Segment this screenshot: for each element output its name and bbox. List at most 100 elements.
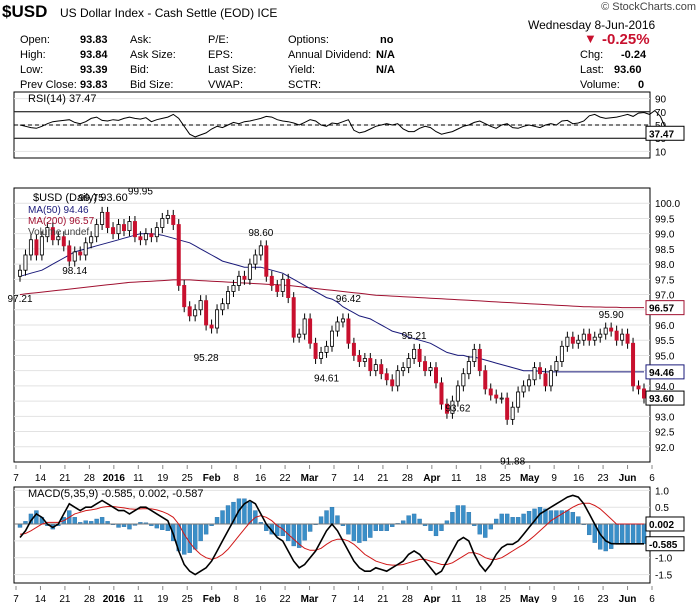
price-tick-label: 93.0 (655, 412, 675, 423)
macd-title: MACD(5,35,9) -0.585, 0.002, -0.587 (28, 488, 203, 500)
price-xaxis-tick-label: 7 (13, 473, 19, 484)
macd-signal-last-tag-box (645, 516, 685, 532)
macd-histogram-bar (641, 523, 647, 545)
candle-body (94, 224, 99, 238)
price-tick-label: 94.0 (655, 382, 675, 393)
low-value: 93.39 (80, 64, 108, 76)
down-arrow-icon: ▼ (584, 31, 597, 46)
macd-histogram-bar (466, 512, 472, 525)
candle-body (543, 373, 548, 387)
macd-histogram-bar (411, 513, 417, 525)
candle-body (308, 318, 313, 344)
candle-body (423, 361, 428, 372)
macd-xaxis-tick-label: 28 (402, 594, 414, 603)
price-xaxis-tick-label: Apr (423, 473, 440, 484)
price-xaxis-tick-label: Feb (203, 473, 221, 484)
rsi-last-tag-box (645, 125, 685, 141)
candle-body (45, 227, 50, 238)
macd-histogram-bar (461, 505, 466, 525)
macd-histogram-bar (603, 523, 608, 552)
symbol: $USD (2, 2, 48, 21)
macd-histogram-bar (521, 513, 526, 525)
macd-xaxis-tick-label: 14 (35, 594, 47, 603)
candle-body (247, 263, 252, 280)
candle-body (291, 297, 296, 338)
macd-histogram-bar (198, 523, 203, 542)
price-tick-label: 92.0 (655, 443, 675, 454)
price-xaxis-tick-label: May (520, 473, 540, 484)
macd-histogram-bar (515, 517, 521, 525)
candle-body (477, 348, 482, 372)
macd-histogram-bar (346, 523, 351, 535)
yield-label: Yield: (288, 64, 316, 76)
macd-tick-label: 1.0 (655, 486, 669, 497)
macd-histogram-bar (477, 523, 482, 535)
macd-xaxis-tick-label: 7 (331, 594, 337, 603)
macd-histogram-bar (17, 523, 23, 528)
candle-body (149, 233, 154, 238)
candle-body (67, 245, 72, 262)
price-annotation: 95.21 (402, 331, 427, 342)
macd-histogram-bar (72, 517, 77, 525)
candle-body (351, 342, 356, 356)
candle-body (603, 327, 608, 335)
macd-histogram-bar (351, 523, 357, 542)
candle-body (346, 318, 351, 344)
candle-body (329, 330, 334, 347)
chg-label: Chg: (580, 49, 604, 61)
candle-body (78, 251, 83, 256)
macd-histogram-bar (587, 523, 592, 536)
macd-signal-last-tag: 0.002 (649, 520, 674, 531)
macd-histogram-bar (494, 518, 499, 525)
candle-body (587, 333, 592, 341)
candle-body (412, 348, 417, 359)
chg-value: -0.24 (621, 49, 647, 61)
macd-histogram-bar (192, 523, 198, 550)
options-label: Options: (288, 34, 329, 46)
candle-body (548, 370, 553, 387)
macd-xaxis-tick-label: 14 (353, 594, 365, 603)
candle-body (417, 348, 422, 362)
rsi-line (19, 109, 678, 138)
price-tick-label: 96.0 (655, 321, 675, 332)
desc-text: US Dollar Index - Cash Settle (EOD) (60, 6, 255, 20)
candle-body (302, 318, 307, 335)
price-xaxis-tick-label: 19 (157, 473, 169, 484)
candle-body (357, 355, 362, 362)
macd-xaxis-tick-label: 8 (233, 594, 239, 603)
candle-body (275, 285, 280, 292)
price-annotation: 97.21 (7, 294, 32, 305)
macd-xaxis-tick-label: 28 (84, 594, 96, 603)
price-annotation: 98.60 (248, 228, 273, 239)
candle-body (581, 333, 586, 341)
bid-label: Bid: (130, 64, 149, 76)
price-annotation: 95.28 (194, 353, 219, 364)
price-annotation: 93.62 (445, 403, 470, 414)
last-value: 93.60 (614, 64, 642, 76)
macd-histogram-bar (329, 507, 335, 525)
macd-xaxis-tick-label: 11 (133, 594, 144, 603)
quote-header: $USD US Dollar Index - Cash Settle (EOD)… (0, 0, 700, 92)
candle-body (335, 321, 340, 332)
macd-histogram-bar (83, 520, 88, 525)
candle-body (609, 327, 614, 332)
macd-histogram-bar (439, 523, 444, 531)
macd-histogram-bar (324, 510, 329, 525)
candle-body (592, 336, 597, 341)
macd-histogram-bar (576, 516, 581, 525)
candle-body (521, 385, 526, 393)
macd-histogram-bar (335, 515, 340, 525)
price-annotation: 94.61 (314, 373, 339, 384)
macd-histogram-bar (630, 523, 636, 545)
candle-body (483, 370, 488, 390)
macd-tick-label: -1.5 (655, 571, 673, 582)
price-xaxis-tick-label: 11 (451, 473, 462, 484)
price-tick-label: 97.0 (655, 291, 675, 302)
price-tick-label: 95.0 (655, 351, 675, 362)
candle-body (138, 236, 143, 241)
quote-date: Wednesday 8-Jun-2016 (528, 18, 656, 32)
candle-body (439, 382, 444, 405)
ma50-legend: MA(50) 94.46 (28, 205, 89, 216)
price-xaxis-tick-label: 28 (84, 473, 96, 484)
macd-histogram-bar (455, 505, 461, 525)
